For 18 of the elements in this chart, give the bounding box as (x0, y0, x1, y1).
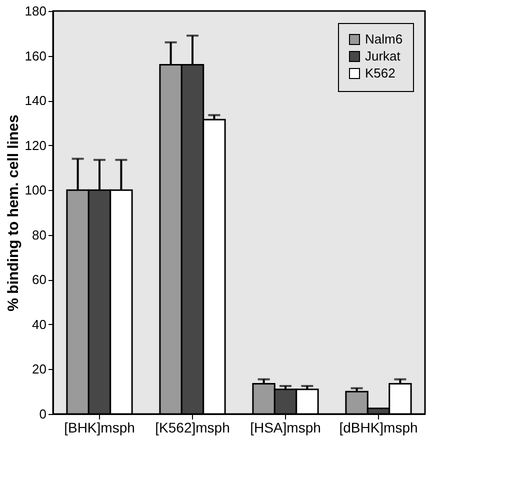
y-tick-label: 60 (32, 272, 46, 288)
y-tick-label: 20 (32, 362, 46, 377)
y-tick-label: 40 (32, 316, 46, 332)
y-tick-label: 180 (24, 4, 46, 18)
y-tick-label: 120 (24, 138, 46, 153)
x-tick-label: [dBHK]msph (339, 420, 418, 436)
y-tick-label: 80 (32, 227, 46, 242)
legend-label: Nalm6 (365, 32, 403, 46)
y-tick-label: 140 (24, 93, 46, 108)
x-tick-label: [HSA]msph (250, 420, 321, 436)
x-tick-label: [BHK]msph (64, 420, 135, 436)
y-tick-label: 0 (39, 406, 46, 422)
x-tick-label: [K562]msph (155, 420, 230, 436)
legend-label: K562 (365, 66, 396, 80)
y-tick-label: 100 (24, 182, 46, 198)
y-axis-title: % binding to hem. cell lines (4, 114, 22, 312)
legend-label: Jurkat (365, 48, 401, 64)
y-tick-label: 160 (24, 48, 46, 64)
